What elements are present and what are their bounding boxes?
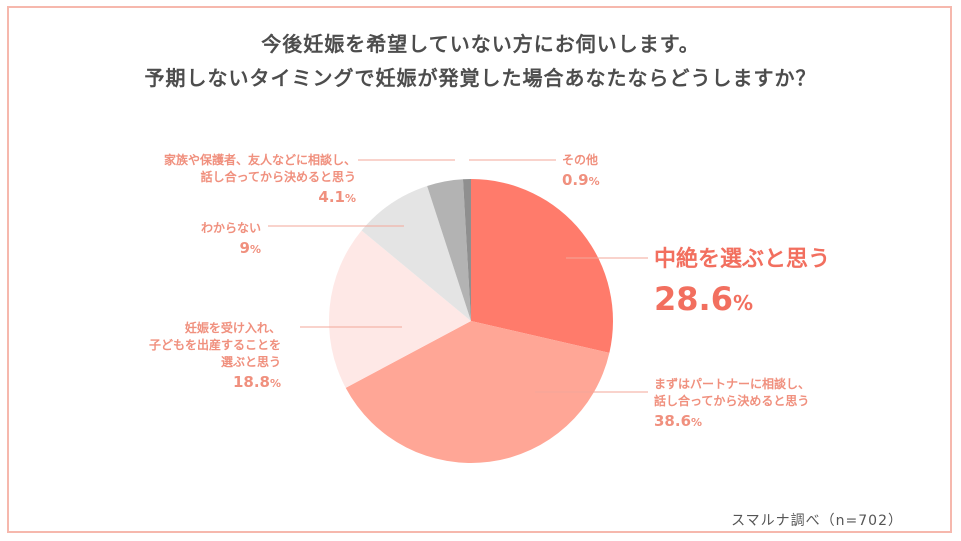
pie-slice-abortion bbox=[471, 179, 613, 353]
slice-value-partner: 38.6% bbox=[654, 412, 703, 430]
chart-frame bbox=[7, 6, 952, 533]
slice-label-other-line-1: その他 bbox=[562, 153, 599, 167]
source-note: スマルナ調べ（n=702） bbox=[731, 513, 903, 529]
slice-label-accept-line-1: 妊娠を受け入れ、 bbox=[184, 321, 281, 335]
slice-value-accept: 18.8% bbox=[232, 373, 281, 391]
slice-label-accept-line-2: 子どもを出産することを bbox=[148, 338, 281, 352]
slice-label-accept: 妊娠を受け入れ、 子どもを出産することを 選ぶと思う 18.8% bbox=[149, 320, 281, 395]
chart-title-line-2: 予期しないタイミングで妊娠が発覚した場合あなたならどうしますか？ bbox=[144, 66, 817, 90]
slice-value-other: 0.9% bbox=[562, 171, 600, 189]
chart-title-line-1: 今後妊娠を希望していない方にお伺いします。 bbox=[261, 32, 700, 56]
slice-label-family: 家族や保護者、友人などに相談し、 話し合ってから決めると思う 4.1% bbox=[164, 152, 356, 210]
slice-value-family: 4.1% bbox=[318, 188, 356, 206]
slice-label-accept-line-3: 選ぶと思う bbox=[220, 355, 281, 369]
slice-label-family-line-1: 家族や保護者、友人などに相談し、 bbox=[163, 153, 356, 167]
slice-label-abortion: 中絶を選ぶと思う 28.6% bbox=[654, 245, 830, 327]
pie-slice-partner bbox=[345, 321, 610, 464]
pie-slice-unknown bbox=[361, 185, 471, 321]
slice-label-unknown: わからない 9% bbox=[201, 220, 261, 261]
slice-label-other: その他 0.9% bbox=[562, 152, 600, 193]
slice-label-partner: まずはパートナーに相談し、 話し合ってから決めると思う 38.6% bbox=[654, 376, 810, 434]
slice-value-abortion: 28.6% bbox=[654, 280, 753, 318]
pie-slice-accept bbox=[328, 230, 471, 388]
pie-slice-other bbox=[462, 179, 471, 321]
slice-label-abortion-name: 中絶を選ぶと思う bbox=[654, 247, 831, 272]
slice-label-partner-line-2: 話し合ってから決めると思う bbox=[654, 394, 810, 408]
slice-label-partner-line-1: まずはパートナーに相談し、 bbox=[654, 377, 811, 391]
slice-label-family-line-2: 話し合ってから決めると思う bbox=[200, 170, 356, 184]
slice-value-unknown: 9% bbox=[239, 239, 261, 257]
pie-slice-family bbox=[427, 179, 471, 321]
slice-label-unknown-line-1: わからない bbox=[200, 221, 261, 235]
